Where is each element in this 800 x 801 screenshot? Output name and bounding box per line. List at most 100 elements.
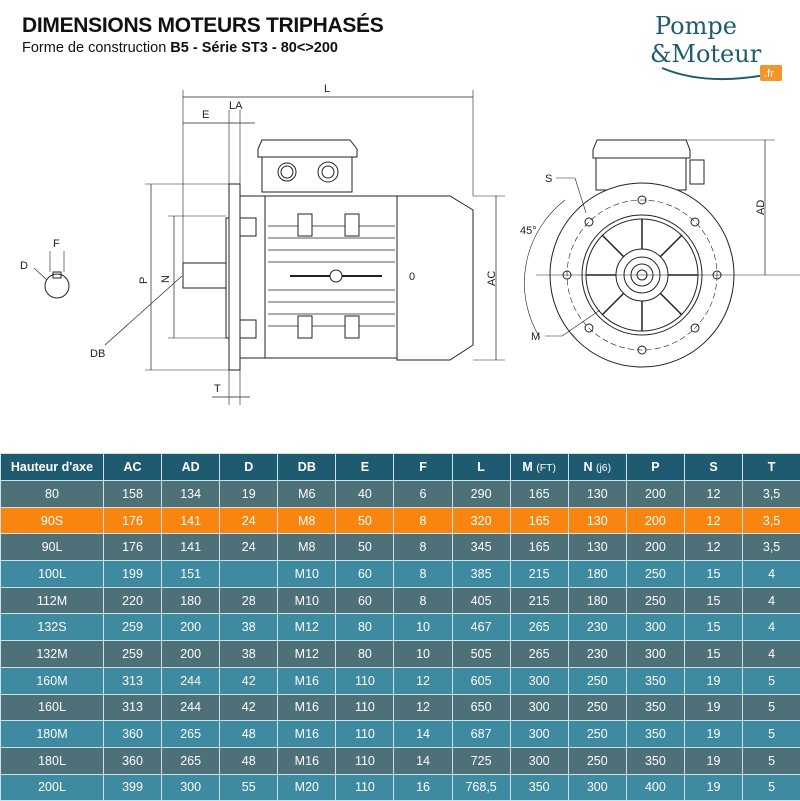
table-cell: 38 <box>220 641 278 668</box>
table-cell: 50 <box>336 534 394 561</box>
table-cell: 725 <box>452 747 510 774</box>
page-subtitle: Forme de construction B5 - Série ST3 - 8… <box>22 40 338 56</box>
column-header: F <box>394 454 452 481</box>
table-cell: 55 <box>220 774 278 801</box>
table-cell: 48 <box>220 747 278 774</box>
table-cell: 360 <box>104 721 162 748</box>
label-LA: LA <box>229 100 243 112</box>
table-cell: 132M <box>1 641 104 668</box>
label-F: F <box>53 238 60 250</box>
label-DB: DB <box>90 348 105 360</box>
label-M: M <box>531 331 540 343</box>
table-cell: 19 <box>684 721 742 748</box>
table-cell: 200 <box>162 614 220 641</box>
table-cell: 48 <box>220 721 278 748</box>
table-cell: 176 <box>104 534 162 561</box>
table-cell: 265 <box>162 747 220 774</box>
table-cell: 360 <box>104 747 162 774</box>
table-cell: 19 <box>220 481 278 508</box>
table-cell: M6 <box>278 481 336 508</box>
table-cell: 110 <box>336 667 394 694</box>
table-cell: M10 <box>278 587 336 614</box>
table-cell: 100L <box>1 561 104 588</box>
table-cell: 110 <box>336 774 394 801</box>
table-cell: 151 <box>162 561 220 588</box>
table-cell: 200 <box>626 534 684 561</box>
table-cell: 350 <box>626 667 684 694</box>
table-cell: 5 <box>743 667 800 694</box>
table-cell: 180 <box>568 587 626 614</box>
column-header-label: S <box>709 460 717 474</box>
table-cell: M8 <box>278 507 336 534</box>
table-cell: 290 <box>452 481 510 508</box>
table-cell: 350 <box>510 774 568 801</box>
table-cell: M12 <box>278 614 336 641</box>
table-cell: 180M <box>1 721 104 748</box>
table-cell: 300 <box>510 747 568 774</box>
table-cell: 8 <box>394 507 452 534</box>
table-cell: 134 <box>162 481 220 508</box>
table-cell: 265 <box>510 641 568 668</box>
table-cell: 250 <box>626 561 684 588</box>
shaft-section-view: F D <box>20 238 69 298</box>
table-cell: 60 <box>336 561 394 588</box>
table-cell: 230 <box>568 614 626 641</box>
column-header-label: E <box>361 460 369 474</box>
table-cell: 60 <box>336 587 394 614</box>
table-cell: 80 <box>336 614 394 641</box>
table-cell: 265 <box>510 614 568 641</box>
table-cell: 15 <box>684 587 742 614</box>
table-cell: 4 <box>743 587 800 614</box>
table-cell: 4 <box>743 641 800 668</box>
table-cell: 250 <box>568 667 626 694</box>
table-cell: 14 <box>394 747 452 774</box>
table-cell: 12 <box>394 667 452 694</box>
table-cell: 768,5 <box>452 774 510 801</box>
label-L: L <box>324 83 330 95</box>
table-cell: 180 <box>568 561 626 588</box>
table-cell: 24 <box>220 534 278 561</box>
table-cell: 132S <box>1 614 104 641</box>
table-cell: 165 <box>510 534 568 561</box>
table-cell: 350 <box>626 721 684 748</box>
table-cell: 313 <box>104 667 162 694</box>
table-cell: 467 <box>452 614 510 641</box>
table-cell: 110 <box>336 694 394 721</box>
table-cell: 12 <box>394 694 452 721</box>
table-cell: 12 <box>684 534 742 561</box>
table-cell: 80 <box>1 481 104 508</box>
table-cell: 28 <box>220 587 278 614</box>
table-cell: 250 <box>568 747 626 774</box>
column-header-label: D <box>244 460 253 474</box>
table-cell: 4 <box>743 561 800 588</box>
column-header-label: AD <box>182 460 200 474</box>
column-header-unit: (FT) <box>536 463 556 474</box>
table-cell: 5 <box>743 694 800 721</box>
column-header: Hauteur d'axe <box>1 454 104 481</box>
table-cell: 215 <box>510 561 568 588</box>
table-cell: 385 <box>452 561 510 588</box>
table-cell: 3,5 <box>743 534 800 561</box>
table-cell: 650 <box>452 694 510 721</box>
table-cell: 10 <box>394 641 452 668</box>
column-header-label: N <box>584 460 593 474</box>
column-header: P <box>626 454 684 481</box>
table-cell: M16 <box>278 747 336 774</box>
table-cell: 19 <box>684 667 742 694</box>
table-cell: 5 <box>743 747 800 774</box>
motor-side-view: L E LA 0 P N AC DB T <box>90 83 505 405</box>
motor-dimension-drawing: F D L E LA 0 P N AC DB T <box>0 80 800 420</box>
motor-front-view: 45° S M AD <box>520 140 800 367</box>
column-header-label: F <box>419 460 427 474</box>
table-cell: 160M <box>1 667 104 694</box>
column-header: AD <box>162 454 220 481</box>
column-header: DB <box>278 454 336 481</box>
table-cell: 130 <box>568 481 626 508</box>
table-cell: 42 <box>220 694 278 721</box>
column-header: N (j6) <box>568 454 626 481</box>
